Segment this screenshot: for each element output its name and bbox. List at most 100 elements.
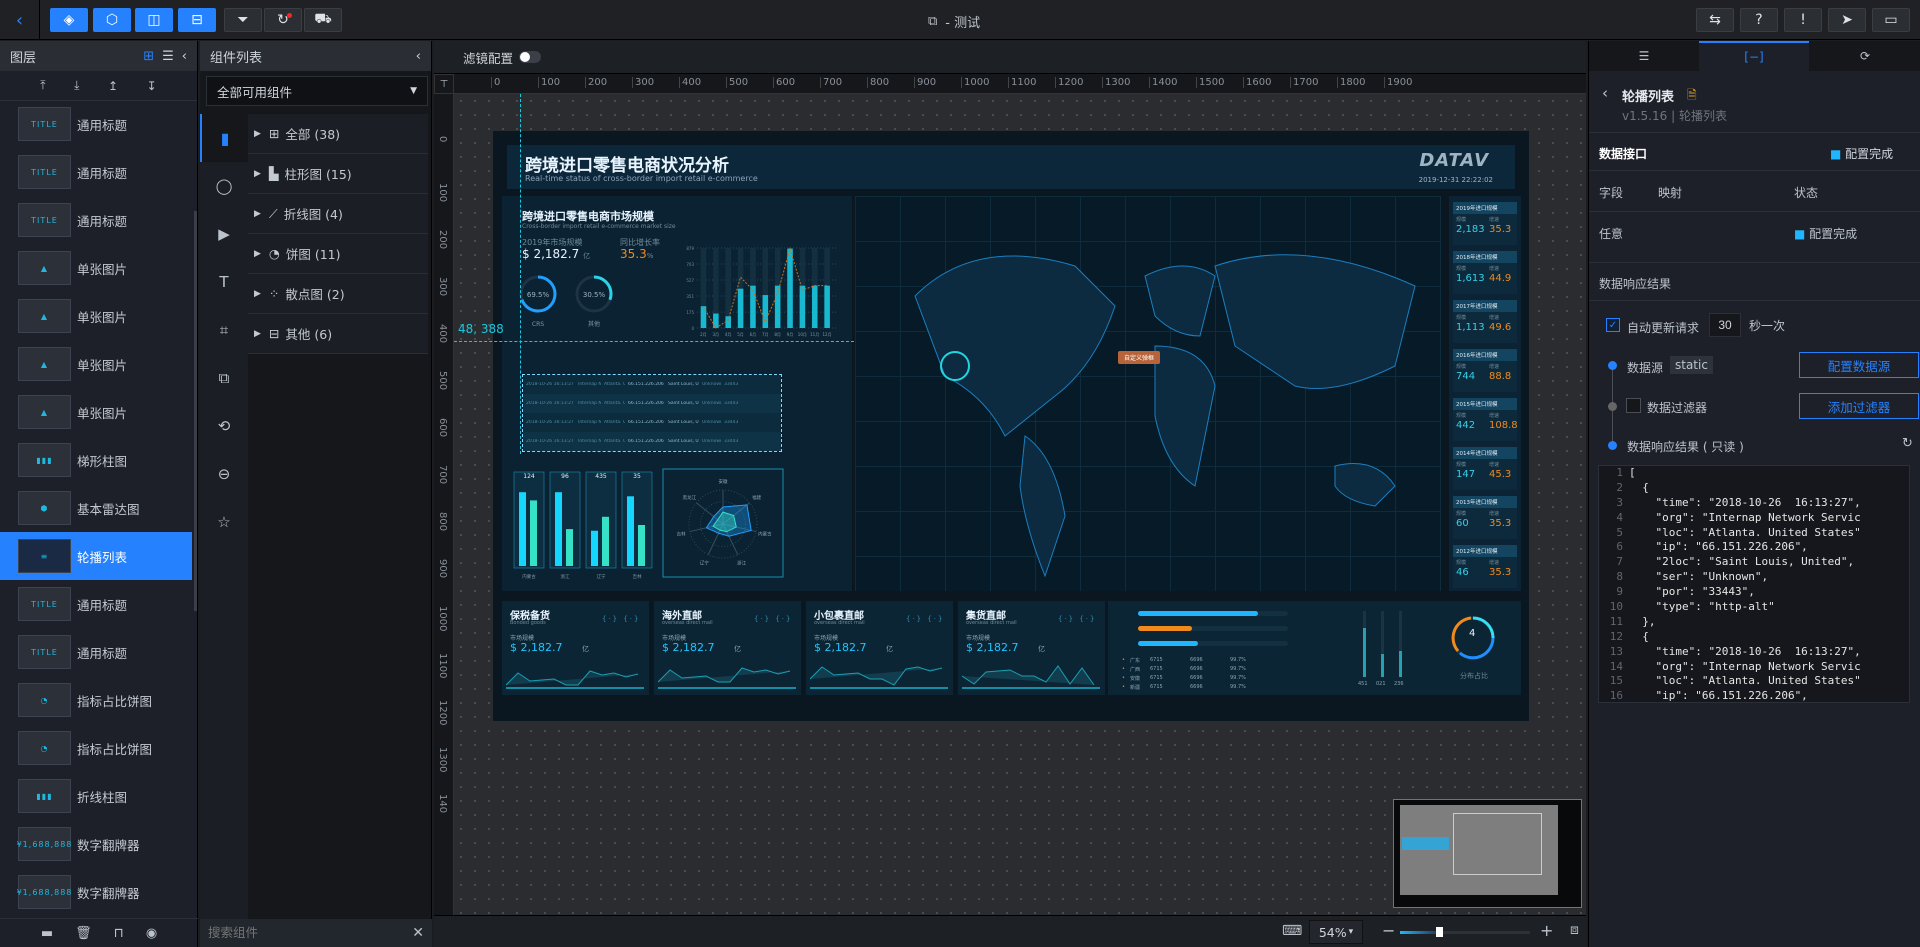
group-total: 435 [595, 473, 607, 480]
minimap[interactable] [1393, 799, 1582, 908]
category-item[interactable]: ▶ ▙ 柱形图 (15) [248, 154, 428, 194]
add-filter-button[interactable]: 添加过滤器 [1799, 393, 1919, 419]
collapse-icon[interactable]: ‹ [415, 48, 421, 64]
layer-item[interactable]: ◔ 指标占比饼图 [0, 676, 192, 724]
keyboard-icon[interactable]: ⌨ [1282, 923, 1303, 939]
layer-item[interactable]: TITLE 通用标题 [0, 196, 192, 244]
layer-item[interactable]: TITLE 通用标题 [0, 148, 192, 196]
rail-other-icon[interactable]: ⊖ [217, 465, 231, 483]
layer-item[interactable]: ◔ 指标占比饼图 [0, 724, 192, 772]
move-down-icon[interactable]: ⤓ [74, 78, 80, 92]
rail-map-icon[interactable]: ◯ [215, 177, 233, 195]
category-item[interactable]: ▶ ⊞ 全部 (38) [248, 114, 428, 154]
layer-item[interactable]: TITLE 通用标题 [0, 580, 192, 628]
category-item[interactable]: ▶ ⊟ 其他 (6) [248, 314, 428, 354]
publish-button[interactable]: ➤ [1828, 8, 1866, 32]
rail-widget-icon[interactable]: ⧉ [218, 369, 230, 387]
step-dot [1608, 361, 1617, 370]
back-icon[interactable]: ‹ [1602, 84, 1608, 102]
zoom-select[interactable]: 54% ▾ [1309, 920, 1363, 944]
components-toggle-button[interactable]: ⬡ [93, 8, 131, 32]
component-search-input[interactable] [208, 926, 388, 940]
move-bottom-icon[interactable]: ↧ [146, 78, 157, 93]
filter-config-toggle[interactable] [519, 51, 542, 63]
lock-icon[interactable]: ⊓ [113, 925, 124, 941]
layer-item[interactable]: TITLE 通用标题 [0, 628, 192, 676]
collapse-icon[interactable]: ‹ [181, 48, 187, 64]
table-row[interactable]: 2018-10-26 16:13:27 Internap Network Serv… [523, 394, 781, 413]
rail-interaction-icon[interactable]: ⟲ [217, 417, 231, 435]
carousel-list[interactable]: 2018-10-26 16:13:27 Internap Network Serv… [522, 374, 782, 452]
category-item[interactable]: ▶ ⟋ 折线图 (4) [248, 194, 428, 234]
alert-button[interactable]: ! [1784, 8, 1822, 32]
trash-icon[interactable]: 🗑 [75, 925, 92, 941]
layer-item[interactable]: ▲ 单张图片 [0, 292, 192, 340]
layer-item[interactable]: ⬢ 基本雷达图 [0, 484, 192, 532]
layer-item[interactable]: TITLE 通用标题 [0, 102, 192, 148]
toolbox-toggle-button[interactable]: ⊟ [178, 8, 216, 32]
ruler-tick-label: 1300 [437, 747, 448, 773]
response-code-editor[interactable]: 1[2 {3 "time": "2018-10-26 16:13:27", 4 "… [1598, 465, 1910, 703]
zoom-out-icon[interactable]: − [1382, 921, 1396, 940]
table-row[interactable]: 2018-10-26 16:13:27 Internap Network Serv… [523, 413, 781, 432]
vertical-ruler[interactable]: 0 100 200 300 400 500 600 700 800 900 1000 1100 1200… [434, 94, 454, 915]
grid-view-icon[interactable]: ⊞ [143, 48, 155, 64]
move-up-icon[interactable]: ⤒ [40, 78, 46, 92]
refresh-button[interactable]: ↻ [264, 8, 302, 32]
layer-item[interactable]: ▮▮▮ 梯形柱图 [0, 436, 192, 484]
clear-icon[interactable]: ✕ [412, 925, 424, 941]
dashboard-screen[interactable]: 跨境进口零售电商状况分析 Real-time status of cross-b… [493, 131, 1529, 721]
category-item[interactable]: ▶ ◔ 饼图 (11) [248, 234, 428, 274]
filter-button[interactable]: ⏷ [224, 8, 262, 32]
paint-button[interactable]: ⛟ [304, 8, 342, 32]
tab-settings[interactable]: ☰ [1589, 41, 1699, 71]
doc-icon[interactable]: 🗎 [1687, 88, 1697, 102]
rail-favorite-icon[interactable]: ☆ [217, 513, 231, 531]
layer-item[interactable]: ¥1,688,888 数字翻牌器 [0, 820, 192, 868]
back-button[interactable]: ‹ [0, 0, 40, 40]
config-panel-toggle-button[interactable]: ◫ [135, 8, 173, 32]
layer-item[interactable]: ≡ 轮播列表 [0, 532, 192, 580]
layer-item[interactable]: ¥1,688,888 数字翻牌器 [0, 868, 192, 916]
component-filter-select[interactable]: 全部可用组件 ▼ [206, 76, 428, 106]
config-source-button[interactable]: 配置数据源 [1799, 352, 1919, 378]
category-item[interactable]: ▶ ⁘ 散点图 (2) [248, 274, 428, 314]
table-row[interactable]: 2018-10-26 16:13:27 Internap Network Serv… [523, 432, 781, 451]
folder-icon[interactable]: ▬ [40, 925, 54, 941]
table-row[interactable]: 2018-10-26 16:13:27 Internap Network Serv… [523, 375, 781, 394]
rail-chart-icon[interactable]: ▮ [200, 114, 248, 162]
zoom-slider-handle[interactable] [1436, 927, 1443, 937]
zoom-slider[interactable] [1400, 927, 1530, 937]
help-button[interactable]: ? [1740, 8, 1778, 32]
code-text: "ip": "66.151.226.206", [1629, 540, 1808, 554]
zoom-in-icon[interactable]: + [1540, 921, 1554, 940]
layer-item[interactable]: ▲ 单张图片 [0, 388, 192, 436]
component-search[interactable]: ✕ [200, 919, 432, 947]
filter-checkbox[interactable] [1626, 398, 1641, 413]
layer-item[interactable]: ▮▮▮ 折线柱图 [0, 772, 192, 820]
table-cell: 66.151.226.206 [628, 420, 664, 425]
layer-item[interactable]: ▲ 单张图片 [0, 340, 192, 388]
layers-toggle-button[interactable]: ◈ [50, 8, 88, 32]
preview-button[interactable]: ▭ [1872, 8, 1910, 32]
rail-network-icon[interactable]: ⌗ [219, 321, 229, 339]
eye-icon[interactable]: ◉ [145, 925, 158, 941]
move-top-icon[interactable]: ↥ [108, 78, 119, 93]
layer-item[interactable]: ▲ 单张图片 [0, 244, 192, 292]
layer-scrollbar[interactable] [194, 211, 197, 611]
refresh-icon[interactable]: ↻ [1902, 436, 1913, 451]
rail-text-icon[interactable]: T [219, 273, 229, 291]
ruler-tick-label: 400 [679, 77, 701, 88]
interval-input[interactable] [1709, 313, 1741, 337]
list-view-icon[interactable]: ☰ [162, 48, 174, 64]
rail-media-icon[interactable]: ▶ [218, 225, 230, 243]
growth-value: 35.3 [1489, 224, 1512, 235]
template-button[interactable]: ⇆ [1696, 8, 1734, 32]
auto-update-checkbox[interactable]: ✓ [1606, 318, 1620, 332]
fit-screen-icon[interactable]: ⧈ [1570, 922, 1579, 938]
tab-interaction[interactable]: ⟳ [1809, 41, 1920, 71]
ruler-tick-label: 900 [914, 77, 936, 88]
ruler-corner[interactable]: ⊤ [434, 74, 454, 94]
tab-data[interactable]: [−] [1699, 41, 1809, 71]
horizontal-ruler[interactable]: 0 100 200 300 400 500 600 700 800 900 1000 1100 1200… [454, 74, 1586, 94]
